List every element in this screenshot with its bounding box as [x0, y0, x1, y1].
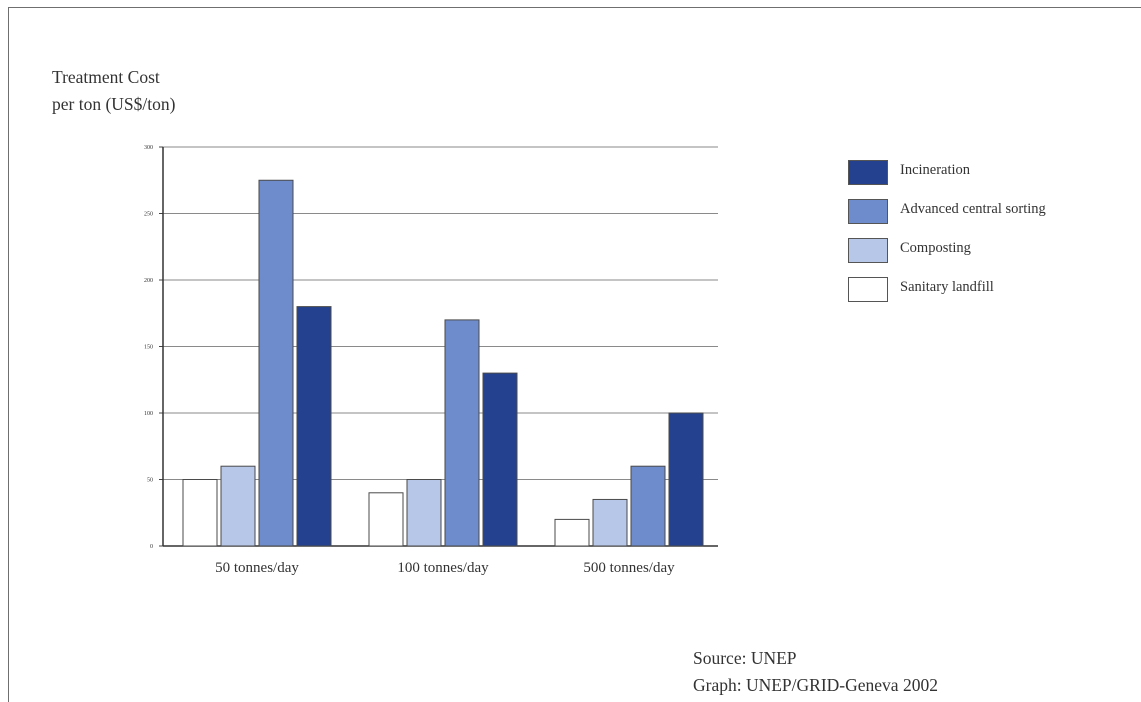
bar-composting — [592, 498, 628, 547]
y-axis-title-line-1: Treatment Cost — [52, 67, 160, 87]
bar-incineration — [296, 306, 332, 547]
bar-advanced-central-sorting — [444, 319, 480, 547]
y-axis-title-line-2: per ton (US$/ton) — [52, 94, 176, 114]
legend-label: Incineration — [900, 162, 971, 178]
frame-border-left — [8, 7, 9, 702]
y-tick-label: 0 — [150, 544, 153, 550]
legend-swatch — [848, 277, 888, 302]
legend-swatch — [848, 238, 888, 263]
legend-label: Advanced central sorting — [900, 201, 1046, 217]
legend-swatch — [848, 199, 888, 224]
y-tick-label: 100 — [144, 411, 153, 417]
source-line: Source: UNEP — [693, 648, 797, 668]
bar-sanitary-landfill — [368, 492, 404, 547]
x-tick-label: 100 tonnes/day — [397, 560, 489, 576]
bar-incineration — [482, 372, 518, 547]
bar-sanitary-landfill — [554, 518, 590, 547]
y-tick-label: 300 — [144, 145, 153, 151]
legend-label: Sanitary landfill — [900, 279, 994, 295]
bar-composting — [406, 479, 442, 547]
frame-border-top — [8, 7, 1141, 8]
bar-composting — [220, 465, 256, 547]
legend-swatch — [848, 160, 888, 185]
legend-label: Composting — [900, 240, 971, 256]
y-axis-title: Treatment Cost per ton (US$/ton) — [52, 64, 175, 118]
bar-advanced-central-sorting — [258, 179, 294, 547]
graph-credit-line: Graph: UNEP/GRID-Geneva 2002 — [693, 675, 938, 695]
bar-advanced-central-sorting — [630, 465, 666, 547]
bar-incineration — [668, 412, 704, 547]
y-tick-label: 250 — [144, 212, 153, 218]
y-tick-label: 200 — [144, 278, 153, 284]
source-note: Source: UNEP Graph: UNEP/GRID-Geneva 200… — [693, 645, 938, 699]
x-tick-label: 500 tonnes/day — [583, 560, 675, 576]
y-tick-label: 150 — [144, 345, 153, 351]
bar-sanitary-landfill — [182, 479, 218, 547]
x-tick-label: 50 tonnes/day — [215, 560, 299, 576]
y-tick-label: 50 — [147, 478, 153, 484]
